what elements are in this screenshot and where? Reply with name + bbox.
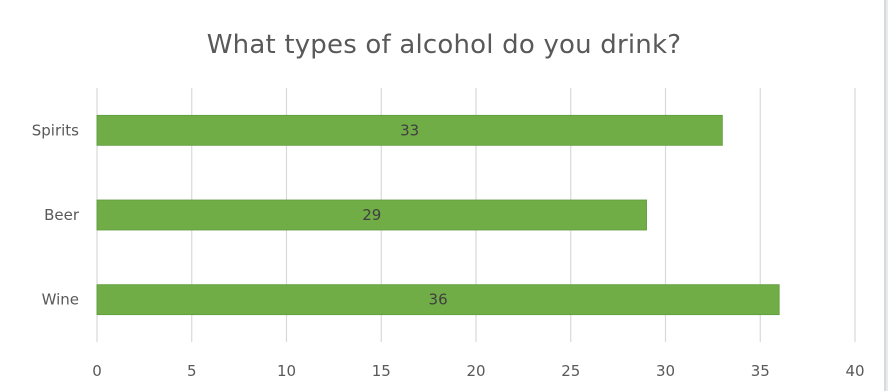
x-tick-label: 35 [751, 362, 770, 380]
chart-title: What types of alcohol do you drink? [206, 30, 682, 60]
data-label-beer: 29 [362, 206, 381, 224]
data-label-spirits: 33 [400, 121, 419, 139]
category-label-beer: Beer [44, 206, 80, 224]
bar-beer[interactable] [96, 199, 647, 231]
x-tick-label: 15 [372, 362, 391, 380]
x-tick-label: 5 [187, 362, 197, 380]
category-label-wine: Wine [42, 291, 79, 309]
data-label-wine: 36 [429, 291, 448, 309]
x-tick-label: 30 [656, 362, 675, 380]
bars [96, 114, 780, 316]
x-tick-label: 0 [92, 362, 102, 380]
x-tick-label: 10 [277, 362, 296, 380]
x-tick-label: 25 [561, 362, 580, 380]
labels: 0 5 10 15 20 25 30 35 40 Spirits 33 Beer 29 Wine 36 [32, 121, 865, 380]
category-label-spirits: Spirits [32, 121, 79, 139]
x-tick-label: 40 [845, 362, 864, 380]
bar-wine[interactable] [96, 284, 780, 316]
x-tick-label: 20 [466, 362, 485, 380]
bar-spirits[interactable] [96, 114, 723, 146]
